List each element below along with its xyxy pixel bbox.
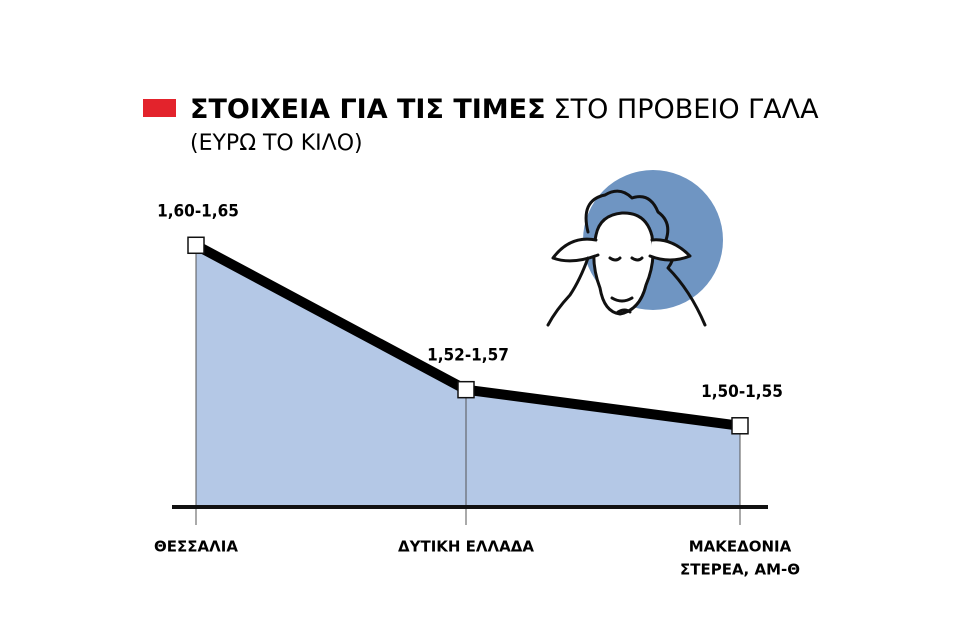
value-label: 1,50-1,55 bbox=[701, 382, 783, 402]
chart-title: ΣΤΟΙΧΕΙΑ ΓΙΑ ΤΙΣ ΤΙΜΕΣ ΣΤΟ ΠΡΟΒΕΙΟ ΓΑΛΑ bbox=[190, 94, 819, 125]
sheep-ear-right bbox=[648, 238, 692, 262]
sheep-face bbox=[592, 211, 655, 316]
x-tick-label: ΘΕΣΣΑΛΙΑ bbox=[154, 538, 238, 556]
title-marker bbox=[143, 99, 176, 117]
area bbox=[196, 245, 740, 507]
x-tick-label: ΜΑΚΕΔΟΝΙΑ bbox=[689, 538, 792, 556]
title-rest: ΣΤΟ ΠΡΟΒΕΙΟ ΓΑΛΑ bbox=[554, 94, 820, 125]
title-bold: ΣΤΟΙΧΕΙΑ ΓΙΑ ΤΙΣ ΤΙΜΕΣ bbox=[190, 94, 546, 125]
x-tick-label: ΔΥΤΙΚΗ ΕΛΛΑΔΑ bbox=[398, 538, 534, 556]
sheep-features bbox=[608, 256, 644, 314]
sheep-wool bbox=[584, 189, 707, 327]
chart-subtitle: (ΕΥΡΩ ΤΟ ΚΙΛΟ) bbox=[190, 131, 363, 156]
sheep-illustration bbox=[546, 170, 723, 327]
sheep-neck bbox=[546, 256, 590, 327]
point-marker bbox=[457, 380, 475, 399]
point-marker bbox=[187, 236, 205, 255]
x-tick-label: ΣΤΕΡΕΑ, ΑΜ-Θ bbox=[680, 561, 800, 579]
value-label: 1,52-1,57 bbox=[427, 346, 509, 366]
value-label: 1,60-1,65 bbox=[157, 201, 239, 221]
sheep-ear-left bbox=[551, 237, 600, 263]
point-marker bbox=[731, 417, 749, 435]
